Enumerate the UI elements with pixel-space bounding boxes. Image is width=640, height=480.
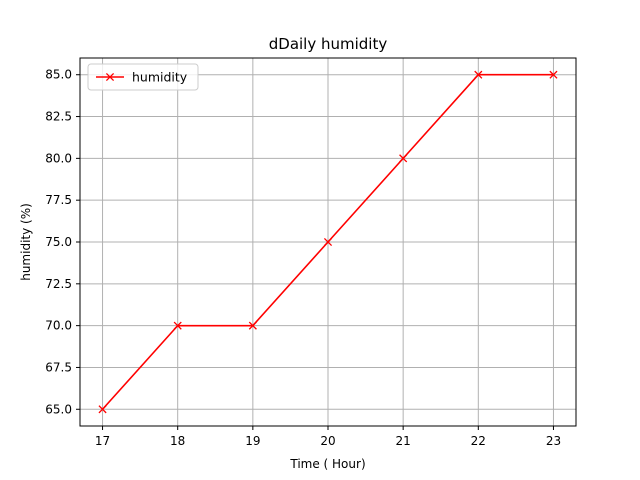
- y-tick-label: 72.5: [45, 277, 72, 291]
- x-tick-label: 22: [471, 434, 486, 448]
- x-tick-label: 18: [170, 434, 185, 448]
- series-layer: [98, 70, 558, 414]
- chart-title: dDaily humidity: [269, 35, 388, 53]
- data-point-marker: [399, 154, 408, 163]
- data-point-marker: [98, 405, 107, 414]
- x-tick-label: 19: [245, 434, 260, 448]
- x-tick-label: 21: [396, 434, 411, 448]
- y-tick-label: 82.5: [45, 110, 72, 124]
- data-point-marker: [173, 321, 182, 330]
- legend-box: [87, 63, 199, 91]
- x-axis-ticks: 17 18 19 20 21 22 23: [95, 426, 561, 448]
- data-point-marker: [474, 70, 483, 79]
- y-tick-label: 70.0: [45, 319, 72, 333]
- legend-marker: [105, 72, 115, 82]
- y-tick-label: 75.0: [45, 235, 72, 249]
- y-axis-label: humidity (%): [19, 203, 33, 281]
- grid-lines: [80, 58, 576, 426]
- x-tick-label: 20: [320, 434, 335, 448]
- y-tick-label: 77.5: [45, 193, 72, 207]
- y-axis-ticks: 65.0 67.5 70.0 72.5 75.0 77.5 80.0 82.5 85.0: [45, 68, 80, 416]
- legend-label: humidity: [132, 70, 188, 85]
- legend: humidity: [87, 63, 199, 91]
- y-tick-label: 67.5: [45, 360, 72, 374]
- y-tick-label: 80.0: [45, 151, 72, 165]
- y-tick-label: 65.0: [45, 402, 72, 416]
- data-point-marker: [248, 321, 257, 330]
- data-point-marker: [323, 237, 333, 247]
- data-point-marker: [549, 70, 558, 79]
- x-axis-label: Time ( Hour): [289, 457, 365, 471]
- x-tick-label: 17: [95, 434, 110, 448]
- x-tick-label: 23: [546, 434, 561, 448]
- y-tick-label: 85.0: [45, 68, 72, 82]
